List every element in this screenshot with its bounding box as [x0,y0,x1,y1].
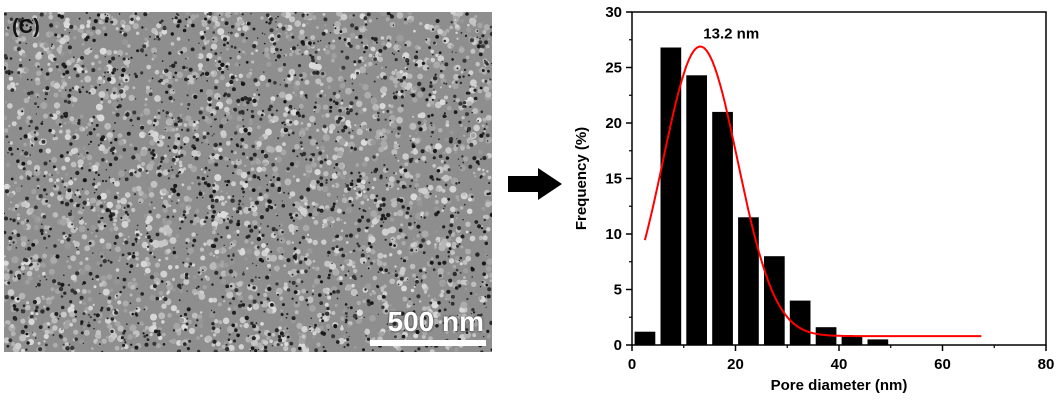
histogram-bar-0 [634,331,656,345]
y-tick-label: 10 [605,226,622,243]
x-tick-label: 20 [727,356,744,373]
histogram-bar-6 [789,300,811,345]
sem-micrograph [4,12,492,352]
axes-layer: 0 20 40 60 80 0 5 10 15 20 25 30 [605,4,1054,373]
panel-label: (C) [12,16,40,38]
chart-svg: 0 20 40 60 80 0 5 10 15 20 25 30 13.2 nm Pore diame… [573,4,1054,394]
y-tick-label: 5 [614,282,622,299]
gaussian-fit-curve [643,45,982,338]
x-tick-label: 60 [934,356,951,373]
histogram-bar-4 [738,217,759,345]
x-axis-label: Pore diameter (nm) [771,377,908,394]
scale-bar-label: 500 nm [387,306,485,337]
histogram-bar-2 [686,75,707,346]
x-tick-label: 0 [628,356,636,373]
y-axis-label: Frequency (%) [573,127,590,230]
histogram-bar-3 [712,111,733,346]
sem-image-panel: (C) 500 nm [4,12,492,352]
x-tick-label: 40 [831,356,848,373]
right-arrow-icon [508,168,564,200]
y-tick-label: 25 [605,60,622,77]
x-tick-label: 80 [1038,356,1055,373]
histogram-bar-8 [841,336,863,345]
y-tick-label: 20 [605,115,622,132]
histogram-bar-5 [764,256,785,345]
fit-peak-annotation: 13.2 nm [703,25,759,42]
histogram-chart: 0 20 40 60 80 0 5 10 15 20 25 30 13.2 nm Pore diame… [560,0,1058,401]
y-tick-label: 30 [605,4,622,21]
y-tick-label: 15 [605,171,622,188]
bars-layer [634,47,889,346]
scale-bar [370,340,486,346]
histogram-bar-9 [867,339,889,345]
y-tick-label: 0 [614,337,622,354]
histogram-bar-1 [660,47,682,345]
